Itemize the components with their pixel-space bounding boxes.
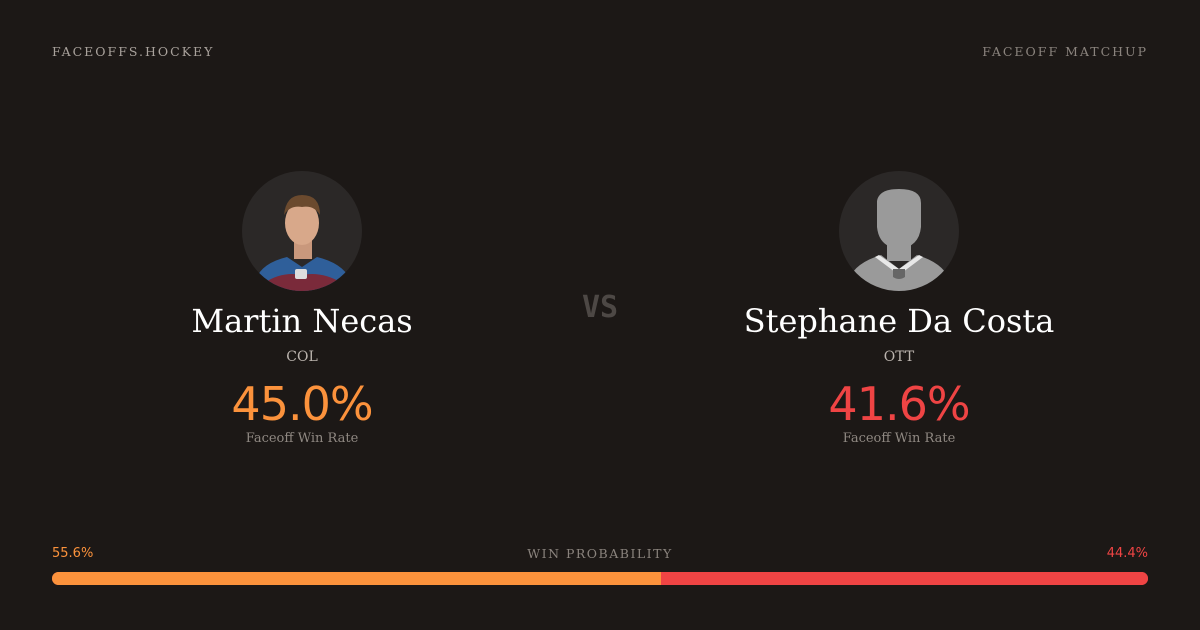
player-team: OTT	[883, 349, 915, 365]
player-card-left: Martin Necas COL 45.0% Faceoff Win Rate	[92, 171, 512, 446]
win-probability-left: 55.6%	[52, 546, 94, 561]
player-name[interactable]: Martin Necas	[191, 302, 413, 340]
win-probability-fill-right	[661, 572, 1148, 585]
win-probability-bar	[52, 572, 1148, 585]
player-card-right: Stephane Da Costa OTT 41.6% Faceoff Win …	[689, 171, 1109, 446]
faceoff-win-rate: 45.0%	[231, 377, 373, 431]
faceoff-win-rate-label: Faceoff Win Rate	[245, 431, 359, 446]
win-probability-fill-left	[52, 572, 662, 585]
vs-label: VS	[581, 290, 619, 325]
faceoff-win-rate-label: Faceoff Win Rate	[842, 431, 956, 446]
site-brand[interactable]: FACEOFFS.HOCKEY	[52, 44, 215, 59]
silhouette-icon	[849, 189, 949, 291]
win-probability-label: WIN PROBABILITY	[527, 546, 673, 561]
page-type-label: FACEOFF MATCHUP	[982, 44, 1148, 59]
player-avatar	[839, 171, 959, 291]
player-headshot-icon	[256, 195, 350, 291]
player-avatar	[242, 171, 362, 291]
win-probability-right: 44.4%	[1106, 546, 1148, 561]
faceoff-win-rate: 41.6%	[828, 377, 970, 431]
player-team: COL	[286, 349, 318, 365]
player-name[interactable]: Stephane Da Costa	[743, 302, 1055, 340]
